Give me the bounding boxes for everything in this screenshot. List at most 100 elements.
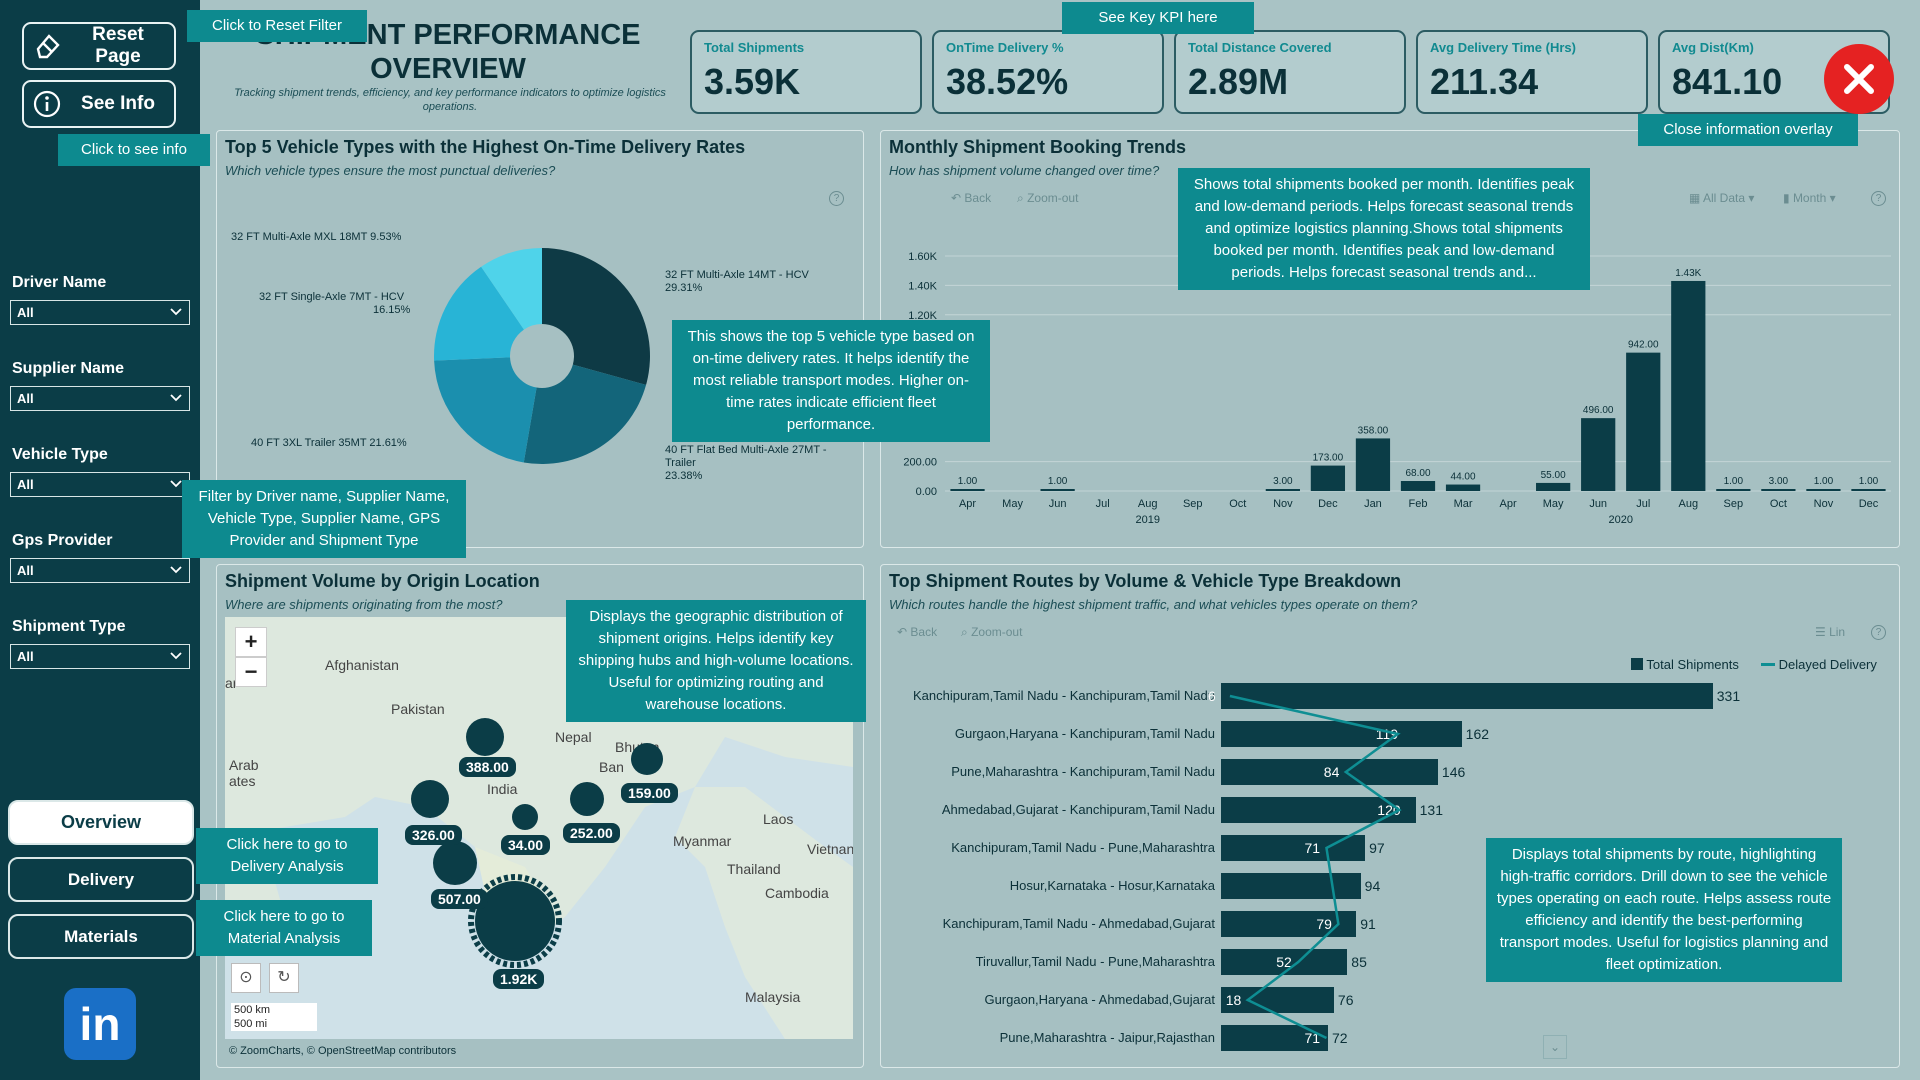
route-bar[interactable] [1221,873,1361,899]
zoom-out-button[interactable]: ⌕ Zoom-out [1017,191,1079,205]
month-dropdown[interactable]: ▮ Month ▾ [1783,191,1836,205]
x-tick-label: Jul [1636,498,1650,510]
origin-bubble[interactable] [631,743,663,775]
bubble-label: 326.00 [405,825,462,845]
reset-page-button[interactable]: Reset Page [22,22,176,70]
kpi-value: 2.89M [1188,61,1289,102]
donut-slice[interactable] [434,266,524,361]
total-value-label: 72 [1331,1030,1348,1046]
delayed-value-label: 119 [1375,726,1399,742]
route-bar[interactable] [1221,721,1462,747]
trend-bar[interactable] [1310,465,1346,491]
bubble-layer [411,718,663,968]
pie-label: 32 FT Multi-Axle MXL 18MT 9.53% [231,231,402,243]
back-button[interactable]: ↶ Back [951,191,992,205]
map-panel-title: Shipment Volume by Origin Location [225,571,540,591]
donut-slice[interactable] [481,248,542,330]
vehicle-type-dropdown[interactable]: All [10,472,190,497]
kpi-card-ontime: OnTime Delivery % 38.52% [932,30,1164,114]
route-bar[interactable] [1221,835,1366,861]
nav-overview-button[interactable]: Overview [8,800,194,845]
lasso-icon[interactable]: ⊙ [231,963,261,993]
supplier-name-dropdown[interactable]: All [10,386,190,411]
donut-slice[interactable] [434,357,537,463]
refresh-icon[interactable]: ↻ [269,963,299,993]
delayed-value-label: 71 [1304,840,1321,856]
zoom-out-label: Zoom-out [971,625,1023,639]
bar-data-label: 1.43K [1675,268,1701,279]
x-tick-label: Apr [1500,498,1517,510]
trend-bar[interactable] [1581,418,1616,491]
linear-label: Lin [1829,625,1846,639]
help-icon[interactable]: ? [829,191,844,206]
map-label: Pakistan [391,701,445,717]
all-data-dropdown[interactable]: ▦ All Data ▾ [1689,191,1755,205]
gps-provider-dropdown[interactable]: All [10,558,190,583]
route-bar[interactable] [1221,683,1713,709]
back-button[interactable]: ↶ Back [897,625,938,639]
legend-swatch [1761,663,1775,666]
y-tick-label: 1.40K [908,280,937,292]
driver-name-dropdown[interactable]: All [10,300,190,325]
nav-delivery-button[interactable]: Delivery [8,857,194,902]
year-label: 2020 [1608,514,1632,526]
donut-slice[interactable] [542,248,650,385]
route-label: Pune,Maharashtra - Jaipur,Rajasthan [999,1030,1215,1045]
trend-bar[interactable] [1716,489,1751,491]
trend-bar[interactable] [950,489,985,491]
trend-bar[interactable] [1265,489,1300,491]
bar-data-label: 1.00 [958,476,978,487]
origin-bubble[interactable] [433,841,477,885]
origin-bubble[interactable] [512,804,538,830]
delayed-value-label: 84 [1323,764,1340,780]
delayed-value-label: 120 [1377,802,1401,818]
origin-bubble[interactable] [475,881,555,961]
map-label: Thailand [727,861,781,877]
route-label: Hosur,Karnataka - Hosur,Karnataka [1009,878,1215,893]
bar-data-label: 358.00 [1358,425,1389,436]
close-overlay-button[interactable] [1824,44,1894,114]
linkedin-icon[interactable]: in [64,988,136,1060]
trend-bar[interactable] [1851,489,1886,491]
help-icon[interactable]: ? [1871,191,1886,206]
chevron-down-icon [168,390,184,409]
nav-materials-button[interactable]: Materials [8,914,194,959]
trend-bar[interactable] [1040,489,1075,491]
origin-bubble[interactable] [570,782,604,816]
route-label: Gurgaon,Haryana - Kanchipuram,Tamil Nadu [954,726,1215,741]
route-bar[interactable] [1221,911,1357,937]
delayed-value-label: 52 [1276,954,1292,970]
linear-scale-toggle[interactable]: ☰ Lin [1815,625,1846,639]
see-info-button[interactable]: See Info [22,80,176,128]
chevron-down-icon[interactable]: ⌄ [1543,1035,1567,1059]
total-value-label: 94 [1364,878,1381,894]
shipment-type-dropdown[interactable]: All [10,644,190,669]
map-label: Afghanistan [325,657,399,673]
kpi-value: 38.52% [946,61,1069,102]
bar-data-label: 173.00 [1313,453,1344,464]
trend-bar[interactable] [1536,482,1571,491]
zoom-out-button[interactable]: ⌕ Zoom-out [961,625,1023,639]
donut-slice[interactable] [523,364,647,464]
trend-bar[interactable] [1445,484,1481,491]
filter-label-supplier: Supplier Name [12,360,125,377]
zoom-out-map-button[interactable]: − [235,657,267,687]
trend-bar[interactable] [1806,489,1841,491]
origin-bubble[interactable] [411,780,449,818]
help-icon[interactable]: ? [1871,625,1886,640]
zoom-in-button[interactable]: + [235,627,267,657]
tooltip-trend: Shows total shipments booked per month. … [1178,168,1590,290]
monthly-bar-chart: 0.00 200.00 1.20K 1.40K 1.60K 1.00 Apr May 1.00 J… [903,251,1891,526]
trend-bar[interactable] [1400,481,1436,491]
trend-bar[interactable] [1761,489,1796,491]
route-label: Kanchipuram,Tamil Nadu - Kanchipuram,Tam… [912,688,1215,703]
trend-bar[interactable] [1671,280,1706,491]
kpi-label: OnTime Delivery % [946,40,1064,55]
route-label: Tiruvallur,Tamil Nadu - Pune,Maharashtra [975,954,1215,969]
origin-bubble[interactable] [466,718,504,756]
trend-bar[interactable] [1626,352,1661,491]
map-credit: © ZoomCharts, © OpenStreetMap contributo… [229,1045,457,1057]
x-tick-label: Oct [1229,498,1246,510]
tooltip-reset: Click to Reset Filter [187,10,367,42]
trend-bar[interactable] [1355,438,1391,491]
